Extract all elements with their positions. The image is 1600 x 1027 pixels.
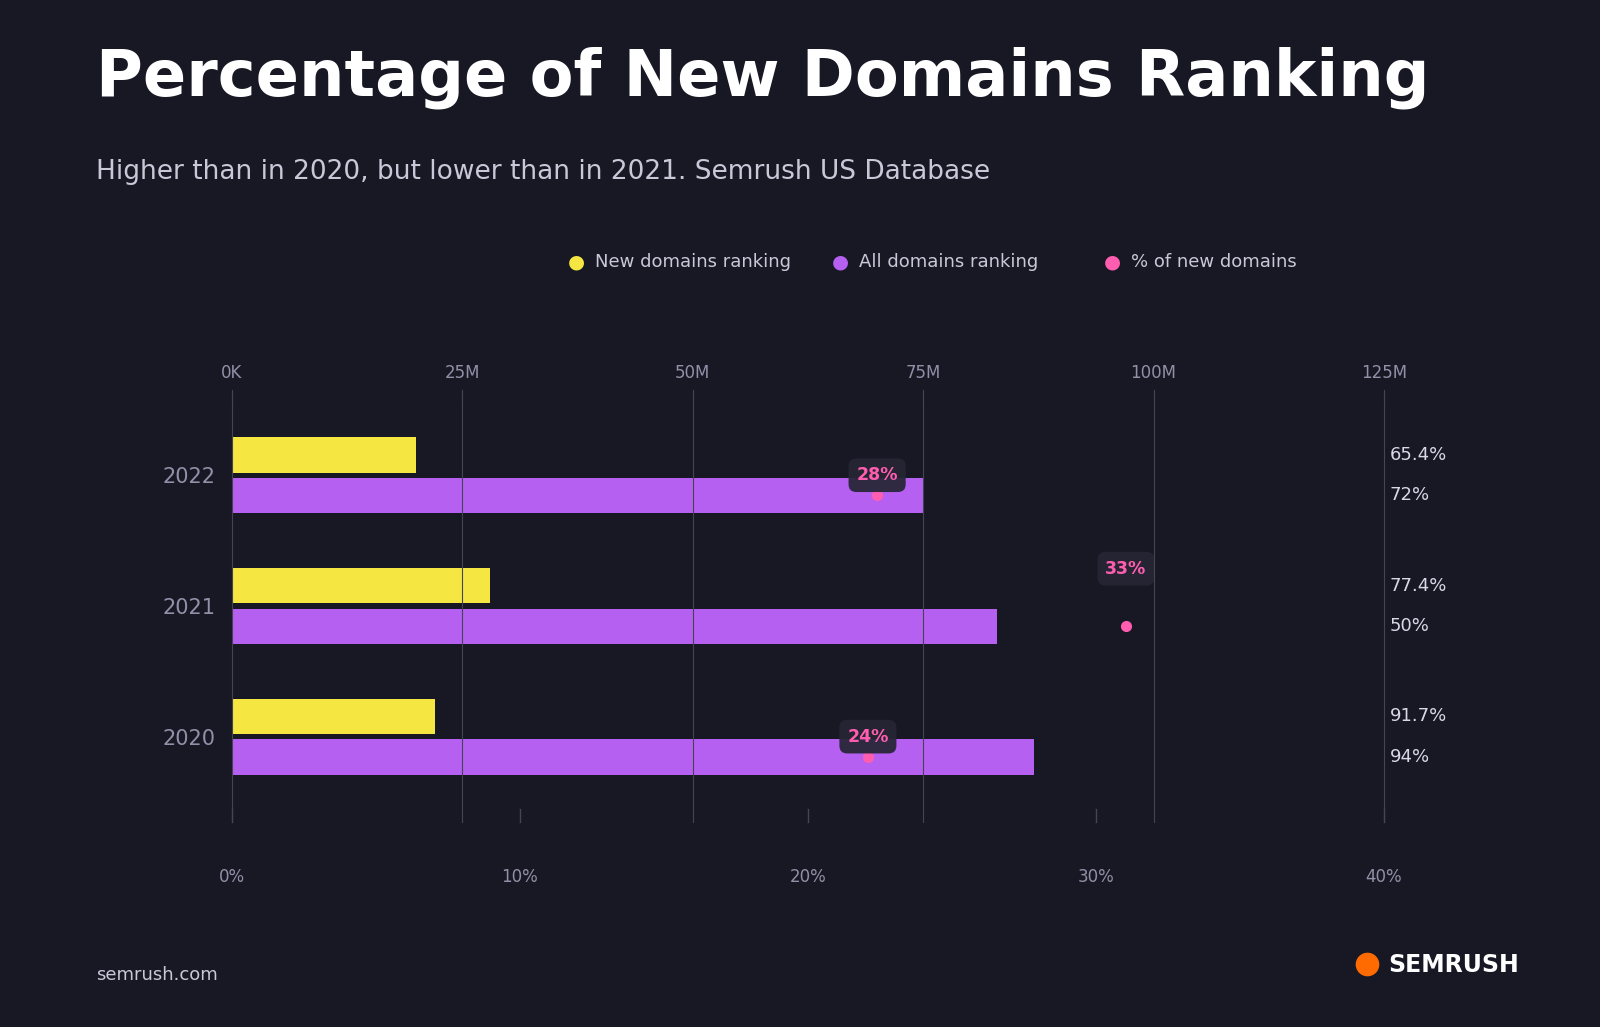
Text: % of new domains: % of new domains bbox=[1131, 253, 1298, 271]
Bar bbox=[232, 609, 997, 644]
Text: 72%: 72% bbox=[1390, 487, 1430, 504]
Text: All domains ranking: All domains ranking bbox=[859, 253, 1038, 271]
Text: ●: ● bbox=[568, 253, 584, 271]
Bar bbox=[232, 698, 435, 734]
Text: 50%: 50% bbox=[1390, 617, 1430, 635]
Bar bbox=[232, 568, 490, 603]
Text: Percentage of New Domains Ranking: Percentage of New Domains Ranking bbox=[96, 46, 1429, 109]
Text: 91.7%: 91.7% bbox=[1390, 708, 1446, 725]
Text: ●: ● bbox=[832, 253, 848, 271]
Text: 33%: 33% bbox=[1106, 560, 1147, 577]
Text: 0%: 0% bbox=[219, 868, 245, 886]
Text: 40%: 40% bbox=[1366, 868, 1402, 886]
Text: 10%: 10% bbox=[502, 868, 538, 886]
Text: 28%: 28% bbox=[856, 466, 898, 484]
Text: 20%: 20% bbox=[790, 868, 826, 886]
Bar bbox=[232, 478, 923, 514]
Text: 77.4%: 77.4% bbox=[1390, 577, 1446, 595]
Bar bbox=[232, 438, 416, 472]
Text: 30%: 30% bbox=[1078, 868, 1114, 886]
Text: ●: ● bbox=[1104, 253, 1120, 271]
Text: Higher than in 2020, but lower than in 2021. Semrush US Database: Higher than in 2020, but lower than in 2… bbox=[96, 159, 990, 185]
Text: 24%: 24% bbox=[848, 728, 888, 746]
Text: semrush.com: semrush.com bbox=[96, 965, 218, 984]
Text: 65.4%: 65.4% bbox=[1390, 446, 1446, 464]
Bar bbox=[232, 739, 1034, 774]
Text: New domains ranking: New domains ranking bbox=[595, 253, 792, 271]
Text: 94%: 94% bbox=[1390, 748, 1430, 766]
Text: SEMRUSH: SEMRUSH bbox=[1389, 953, 1520, 978]
